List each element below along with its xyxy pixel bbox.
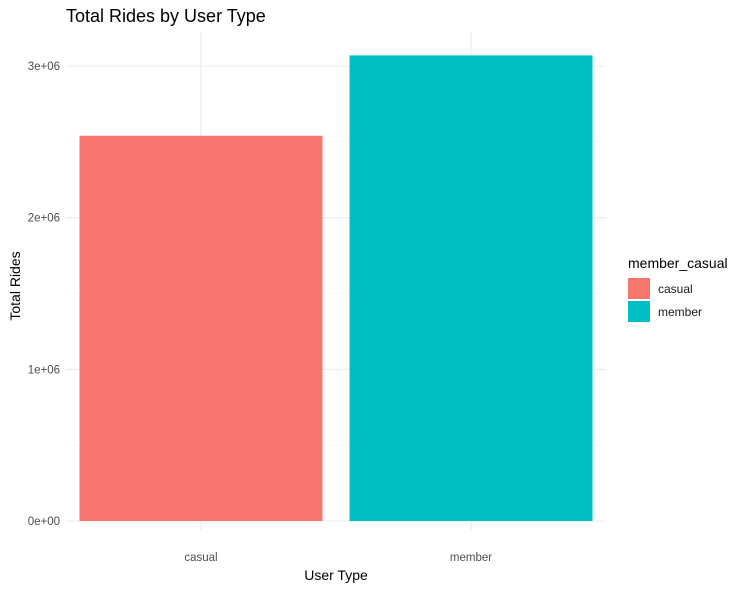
x-tick-label: casual xyxy=(184,552,217,564)
x-tick-label: member xyxy=(450,552,492,564)
legend-swatch-member xyxy=(628,301,650,322)
y-axis-title: Total Rides xyxy=(7,251,23,320)
chart-title: Total Rides by User Type xyxy=(66,6,266,26)
x-axis-tick-labels: casual member xyxy=(184,552,492,564)
legend-swatch-casual xyxy=(628,278,650,299)
bar-member xyxy=(349,55,593,522)
y-tick-label: 3e+06 xyxy=(28,61,60,73)
y-tick-label: 2e+06 xyxy=(28,213,60,225)
legend-label-casual: casual xyxy=(658,282,693,296)
bar-casual xyxy=(79,135,323,521)
y-tick-label: 1e+06 xyxy=(28,364,60,376)
legend-title: member_casual xyxy=(628,255,728,271)
legend-label-member: member xyxy=(658,305,702,319)
x-axis-title: User Type xyxy=(304,567,368,583)
bars xyxy=(79,55,593,522)
legend: member_casual casual member xyxy=(628,255,728,322)
y-tick-label: 0e+00 xyxy=(28,516,60,528)
y-axis-tick-labels: 0e+00 1e+06 2e+06 3e+06 xyxy=(28,61,60,528)
